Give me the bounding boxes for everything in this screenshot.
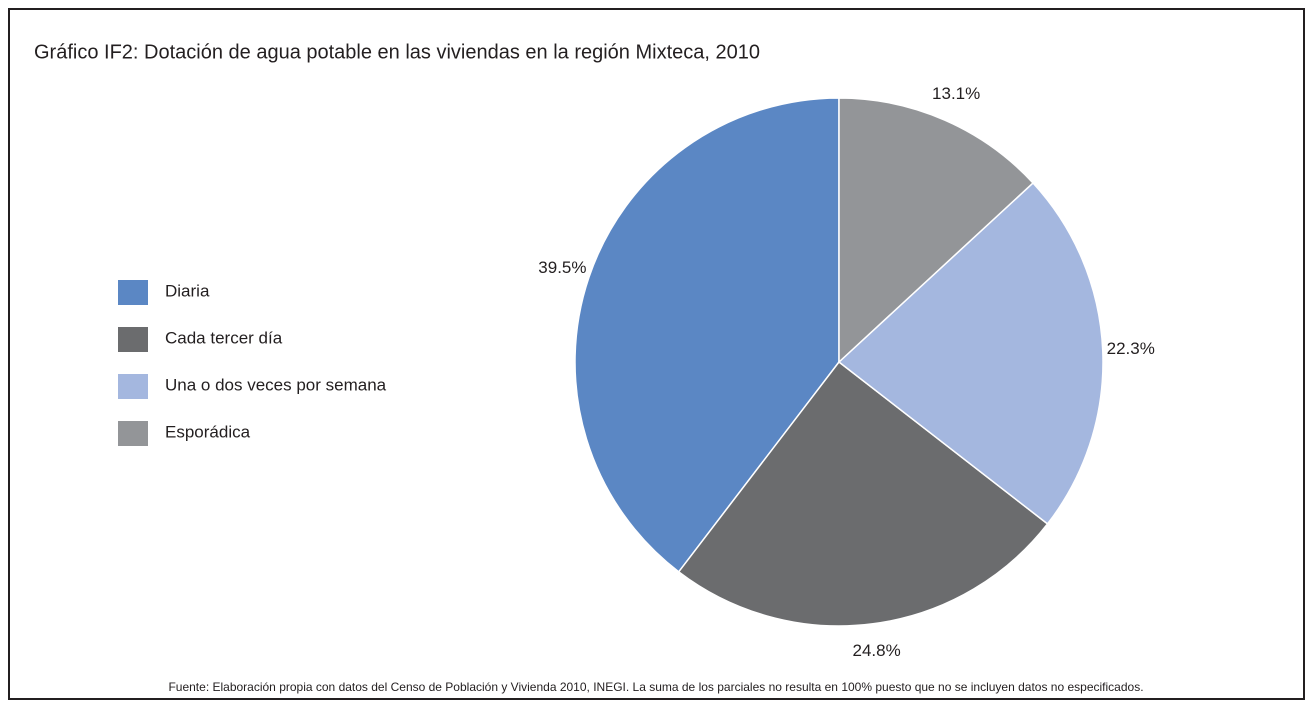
legend-label: Esporádica bbox=[165, 422, 251, 441]
data-label: 39.5% bbox=[538, 258, 586, 277]
pie-slice bbox=[677, 360, 1049, 627]
data-label: 13.1% bbox=[932, 84, 980, 103]
legend-label: Cada tercer día bbox=[165, 328, 283, 347]
legend-swatch bbox=[118, 327, 148, 352]
legend-swatch bbox=[118, 421, 148, 446]
chart-title: Gráfico IF2: Dotación de agua potable en… bbox=[34, 41, 760, 63]
data-label: 24.8% bbox=[853, 641, 901, 660]
legend-swatch bbox=[118, 280, 148, 305]
legend-label: Una o dos veces por semana bbox=[165, 375, 387, 394]
pie-slice bbox=[574, 97, 840, 573]
pie-slice bbox=[838, 97, 1035, 364]
pie-slice bbox=[837, 181, 1104, 525]
data-label: 22.3% bbox=[1107, 339, 1155, 358]
legend-label: Diaria bbox=[165, 281, 210, 300]
source-note: Fuente: Elaboración propia con datos del… bbox=[168, 680, 1143, 694]
legend-swatch bbox=[118, 374, 148, 399]
